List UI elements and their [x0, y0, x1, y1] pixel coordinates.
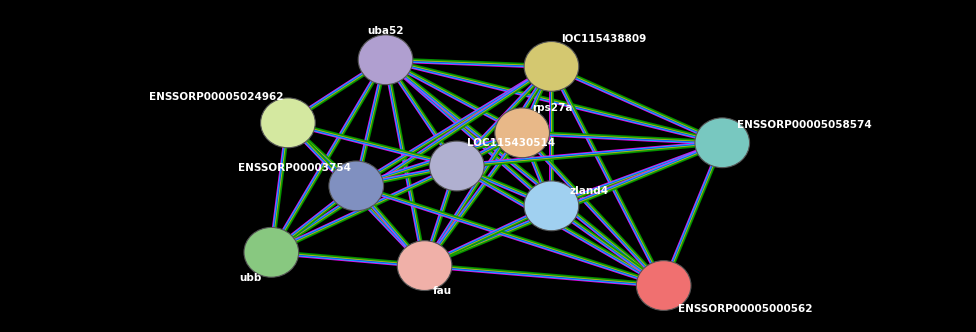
Ellipse shape — [695, 118, 750, 168]
Ellipse shape — [636, 261, 691, 310]
Text: lOC115438809: lOC115438809 — [561, 34, 646, 44]
Text: ubb: ubb — [239, 273, 262, 283]
Ellipse shape — [495, 108, 549, 158]
Text: ENSSORP00005024962: ENSSORP00005024962 — [148, 92, 283, 102]
Text: fau: fau — [432, 286, 452, 295]
Ellipse shape — [329, 161, 384, 211]
Text: uba52: uba52 — [367, 26, 404, 36]
Ellipse shape — [244, 227, 299, 277]
Ellipse shape — [429, 141, 484, 191]
Ellipse shape — [397, 241, 452, 290]
Text: ENSSORP00005058574: ENSSORP00005058574 — [737, 120, 872, 129]
Text: rps27a: rps27a — [532, 103, 572, 113]
Ellipse shape — [358, 35, 413, 85]
Text: zland4: zland4 — [569, 186, 608, 196]
Ellipse shape — [524, 181, 579, 231]
Text: ENSSORP00003754: ENSSORP00003754 — [238, 163, 351, 173]
Ellipse shape — [261, 98, 315, 148]
Text: ENSSORP00005000562: ENSSORP00005000562 — [678, 304, 813, 314]
Text: LOC115430514: LOC115430514 — [467, 138, 554, 148]
Ellipse shape — [524, 42, 579, 91]
